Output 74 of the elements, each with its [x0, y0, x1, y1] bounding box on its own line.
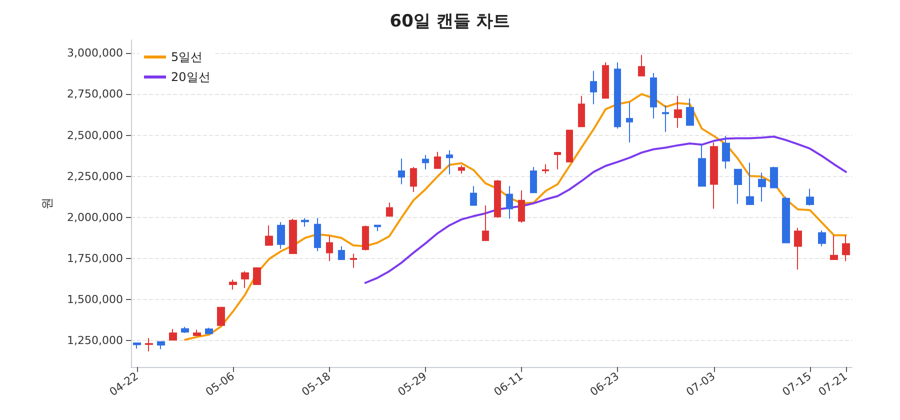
y-tick-label: 3,000,000	[67, 46, 123, 60]
candlestick	[205, 327, 213, 335]
candlestick	[554, 152, 561, 170]
candlestick	[157, 340, 165, 350]
candlestick	[530, 166, 537, 194]
candlestick	[770, 166, 778, 188]
candlestick	[542, 164, 549, 174]
candlestick	[842, 235, 850, 262]
candlestick	[241, 270, 249, 288]
candlestick	[217, 306, 225, 326]
candlestick	[626, 102, 633, 144]
candlestick	[614, 62, 621, 130]
candlestick	[578, 95, 585, 128]
candlestick	[590, 70, 597, 105]
candlestick	[830, 235, 838, 260]
candlestick	[746, 162, 754, 205]
candlestick	[470, 186, 477, 206]
y-tick-label: 1,750,000	[67, 252, 123, 266]
candlestick	[338, 246, 345, 260]
candlestick	[398, 158, 405, 185]
candlestick	[566, 130, 573, 162]
candlestick	[518, 190, 525, 224]
y-tick-label: 2,750,000	[67, 88, 123, 101]
candlestick	[662, 104, 669, 132]
candlestick	[326, 236, 333, 262]
y-tick-label: 2,500,000	[67, 128, 123, 142]
y-axis-title: 원	[40, 198, 54, 210]
candlestick	[818, 230, 826, 247]
candlestick	[794, 227, 802, 270]
candlestick	[458, 164, 465, 174]
candlestick	[446, 150, 453, 175]
line-series	[184, 93, 847, 341]
candlestick	[229, 279, 237, 290]
candlestick	[782, 196, 790, 244]
candlestick	[434, 151, 441, 169]
candlestick	[686, 98, 694, 126]
candlestick	[638, 54, 645, 76]
candlestick	[181, 326, 189, 334]
candlestick	[494, 180, 501, 218]
y-tick-label: 2,000,000	[67, 210, 123, 224]
candlestick	[422, 154, 429, 170]
candlestick	[253, 266, 261, 286]
line-series	[364, 136, 847, 284]
candlestick	[350, 253, 357, 268]
candlestick	[734, 168, 742, 204]
candlestick	[145, 338, 153, 352]
candlestick	[386, 202, 393, 217]
candlestick	[169, 328, 177, 341]
candlestick	[710, 142, 718, 210]
candlestick	[482, 204, 489, 241]
candlestick	[362, 225, 369, 251]
candlestick	[289, 218, 297, 254]
y-tick-label: 1,250,000	[67, 334, 123, 348]
candlestick	[277, 222, 285, 250]
chart-title: 60일 캔들 차트	[390, 12, 510, 32]
candlestick	[374, 224, 381, 232]
candlestick	[314, 218, 321, 252]
candlestick	[506, 186, 513, 220]
candlestick	[698, 144, 706, 187]
y-tick-label: 2,250,000	[67, 170, 123, 183]
candlestick	[410, 166, 417, 192]
y-tick-label: 1,500,000	[67, 293, 123, 306]
candlestick	[758, 172, 766, 202]
legend-label: 20일선	[171, 70, 210, 84]
candlestick	[133, 342, 141, 350]
candlestick	[193, 329, 201, 336]
candlestick	[650, 72, 657, 120]
candlestick	[602, 62, 609, 99]
candlestick	[265, 224, 273, 246]
candlestick	[301, 218, 309, 228]
candlestick	[674, 95, 682, 128]
candlestick	[722, 135, 730, 170]
candlestick	[806, 188, 814, 206]
legend-label: 5일선	[171, 50, 203, 64]
